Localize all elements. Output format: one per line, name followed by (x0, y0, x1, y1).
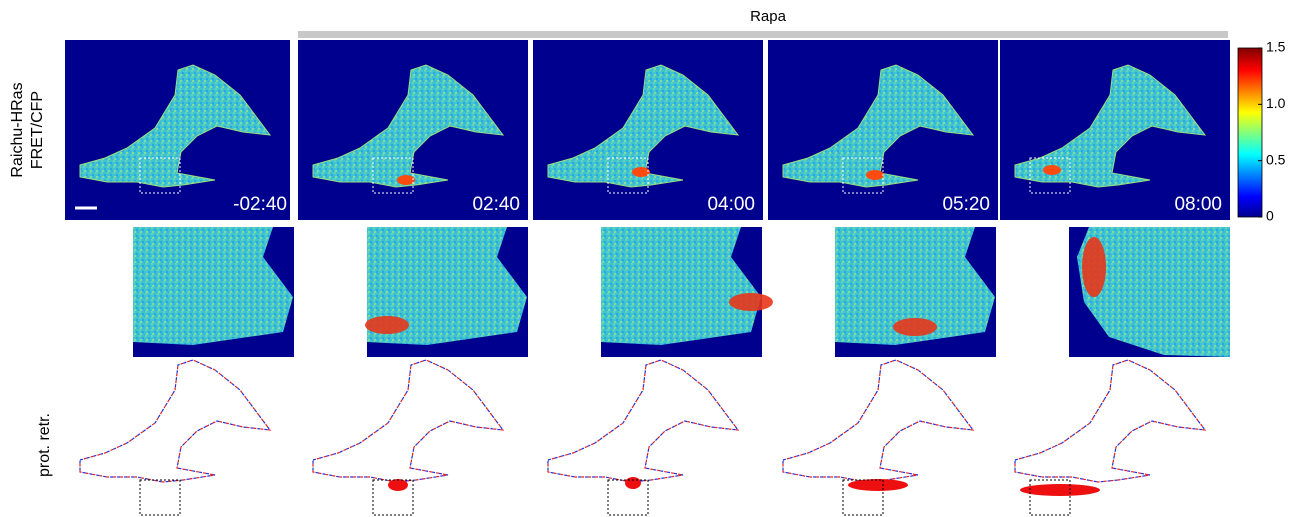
protrusion-area (1020, 484, 1100, 496)
protrusion-outline (312, 359, 505, 483)
row-label: FRET/CFP (29, 91, 46, 169)
treatment-bar (298, 31, 1228, 38)
time-label: 02:40 (472, 194, 520, 215)
zoom-panel (601, 227, 773, 357)
zoom-panel (133, 227, 294, 357)
roi-box (607, 157, 649, 194)
colorbar-tick-label: 1.5 (1266, 39, 1286, 55)
protrusion-outline (1014, 359, 1207, 483)
time-label: 04:00 (707, 194, 755, 215)
retraction-outline (1014, 359, 1207, 483)
colorbar: 1.5 1.0 0.5 0 (1237, 39, 1286, 224)
roi-box (372, 157, 414, 194)
hotspot (397, 175, 415, 185)
fret-panel: 02:40 (298, 40, 528, 220)
protrusion-panel (312, 359, 505, 516)
retraction-outline (79, 359, 272, 483)
protrusion-panel (1014, 359, 1207, 516)
cell-zoom (133, 227, 293, 345)
protrusion-area (625, 477, 641, 489)
cell-zoom (601, 227, 761, 345)
hotspot (1043, 165, 1061, 175)
row-label: prot. retr. (36, 413, 53, 477)
hotspot-zoom (365, 316, 409, 334)
hotspot-zoom (893, 318, 937, 336)
hotspot-zoom (1082, 237, 1106, 297)
cell (782, 64, 975, 188)
colorbar-tick-label: 0.5 (1266, 151, 1286, 167)
cell (312, 64, 505, 188)
zoom-panel (1069, 227, 1230, 357)
retraction-outline (312, 359, 505, 483)
time-label: 05:20 (942, 194, 990, 215)
roi-box (842, 157, 884, 194)
panels: -02:40 02:40 04:00 05:20 08:00 (65, 40, 1230, 516)
protrusion-panel (79, 359, 272, 516)
roi-box (607, 479, 649, 516)
fret-panel: 05:20 (768, 40, 998, 220)
hotspot (632, 167, 650, 177)
protrusion-panel (547, 359, 740, 516)
roi-box (1029, 157, 1071, 194)
zoom-panel (365, 227, 528, 357)
treatment-label: Rapa (750, 8, 787, 25)
hotspot-zoom (729, 293, 773, 311)
fret-panel: -02:40 (65, 40, 290, 220)
fret-panel: 08:00 (1000, 40, 1230, 220)
protrusion-outline (547, 359, 740, 483)
retraction-outline (782, 359, 975, 483)
roi-box (139, 479, 181, 516)
protrusion-area (848, 479, 908, 491)
cell-zoom (1077, 227, 1230, 357)
protrusion-outline (782, 359, 975, 483)
fret-panel: 04:00 (533, 40, 763, 220)
time-label: 08:00 (1174, 194, 1222, 215)
roi-box (842, 479, 884, 516)
cell (1014, 64, 1207, 188)
cell-zoom (367, 227, 527, 345)
protrusion-panel (782, 359, 975, 516)
cell-zoom (835, 227, 995, 345)
zoom-panel (835, 227, 996, 357)
colorbar-tick-label: 0 (1266, 208, 1274, 224)
protrusion-area (388, 479, 408, 491)
roi-box (139, 157, 181, 194)
row-label: Raichu-HRas (9, 82, 26, 177)
colorbar-scale (1237, 47, 1263, 218)
cell (79, 64, 272, 188)
hotspot (866, 170, 884, 180)
roi-box (372, 479, 414, 516)
colorbar-tick-label: 1.0 (1266, 95, 1286, 111)
roi-box (1029, 479, 1071, 516)
cell (547, 64, 740, 188)
protrusion-outline (79, 359, 272, 483)
time-label: -02:40 (233, 194, 287, 215)
retraction-outline (547, 359, 740, 483)
